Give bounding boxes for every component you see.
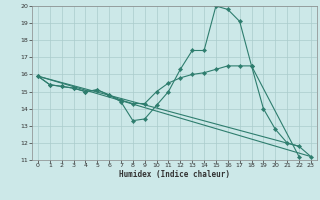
X-axis label: Humidex (Indice chaleur): Humidex (Indice chaleur) (119, 170, 230, 179)
